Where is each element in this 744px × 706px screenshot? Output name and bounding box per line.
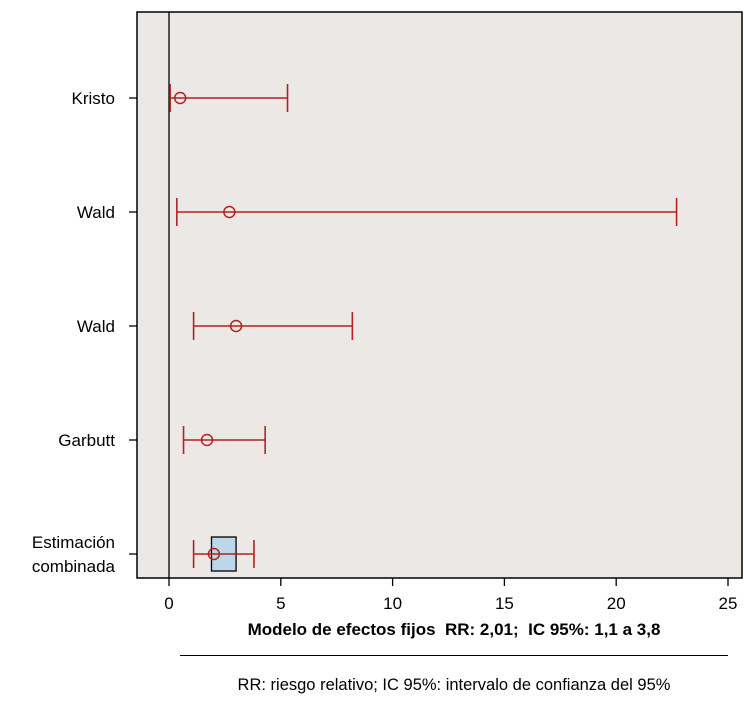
x-tick-label: 0: [164, 594, 173, 613]
y-axis: Kristo Wald Wald Garbutt Estimación combinada: [32, 89, 137, 576]
footnote: RR: riesgo relativo; IC 95%: intervalo d…: [237, 676, 671, 694]
study-row-3: [192, 312, 354, 340]
point-estimate: [207, 547, 221, 561]
x-tick-label: 25: [719, 594, 738, 613]
x-tick-label: 5: [276, 594, 285, 613]
study-row-2: [176, 198, 678, 226]
y-tick-label: Wald: [77, 203, 115, 222]
y-tick-label-line: Estimación: [32, 533, 115, 552]
study-row-4: [182, 426, 266, 454]
x-axis: 0 5 10 15 20 25: [164, 578, 737, 613]
point-estimate: [173, 91, 187, 105]
point-estimate: [223, 205, 236, 219]
point-estimate: [200, 433, 214, 447]
y-tick-label-line: combinada: [32, 557, 116, 576]
y-tick-label: Estimación combinada: [32, 533, 116, 576]
y-tick-label: Garbutt: [58, 431, 115, 450]
study-row-1: [169, 84, 289, 112]
study-row-5: [192, 536, 255, 572]
y-tick-label: Wald: [77, 317, 115, 336]
footer-divider: [180, 655, 728, 656]
point-estimate: [229, 319, 243, 333]
plot-panel: [136, 11, 743, 579]
x-tick-label: 15: [495, 594, 514, 613]
y-tick-label: Kristo: [72, 89, 115, 108]
x-tick-label: 20: [607, 594, 626, 613]
data-marks: [169, 84, 678, 572]
model-summary: Modelo de efectos fijos RR: 2,01; IC 95%…: [247, 620, 661, 639]
x-tick-label: 10: [383, 594, 402, 613]
